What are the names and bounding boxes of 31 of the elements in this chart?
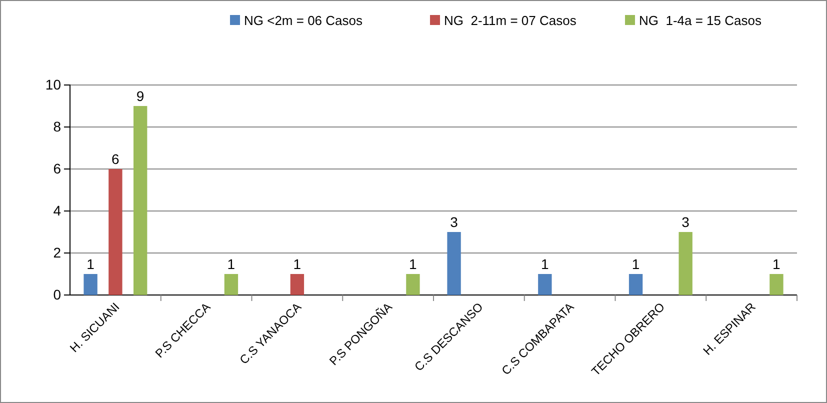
bar bbox=[447, 232, 461, 295]
data-label: 1 bbox=[409, 256, 418, 272]
y-tick-label: 6 bbox=[53, 160, 62, 176]
y-tick-label: 2 bbox=[53, 244, 62, 260]
data-label: 3 bbox=[682, 214, 690, 230]
y-tick-label: 4 bbox=[53, 202, 62, 218]
data-label: 3 bbox=[450, 214, 458, 230]
bar bbox=[290, 274, 304, 295]
bar bbox=[628, 274, 643, 295]
legend-label: NG 1-4a = 15 Casos bbox=[639, 13, 762, 28]
bar bbox=[84, 274, 98, 295]
data-label: 1 bbox=[227, 256, 236, 272]
data-label: 1 bbox=[86, 256, 95, 272]
data-label: 1 bbox=[772, 256, 781, 272]
data-label: 6 bbox=[112, 151, 120, 167]
y-tick-label: 8 bbox=[53, 118, 62, 134]
bar bbox=[678, 232, 692, 295]
data-label: 1 bbox=[541, 256, 550, 272]
bar bbox=[133, 106, 148, 295]
y-tick-label: 10 bbox=[45, 76, 62, 92]
bar bbox=[770, 274, 784, 295]
legend-label: NG 2-11m = 07 Casos bbox=[444, 13, 577, 28]
bar bbox=[224, 274, 238, 295]
bar bbox=[406, 274, 420, 295]
legend-label: NG <2m = 06 Casos bbox=[244, 13, 363, 28]
data-label: 9 bbox=[136, 88, 144, 104]
data-label: 1 bbox=[632, 256, 640, 272]
y-tick-label: 0 bbox=[53, 286, 62, 302]
bar bbox=[538, 274, 552, 295]
bar bbox=[108, 169, 122, 295]
data-label: 1 bbox=[293, 256, 302, 272]
